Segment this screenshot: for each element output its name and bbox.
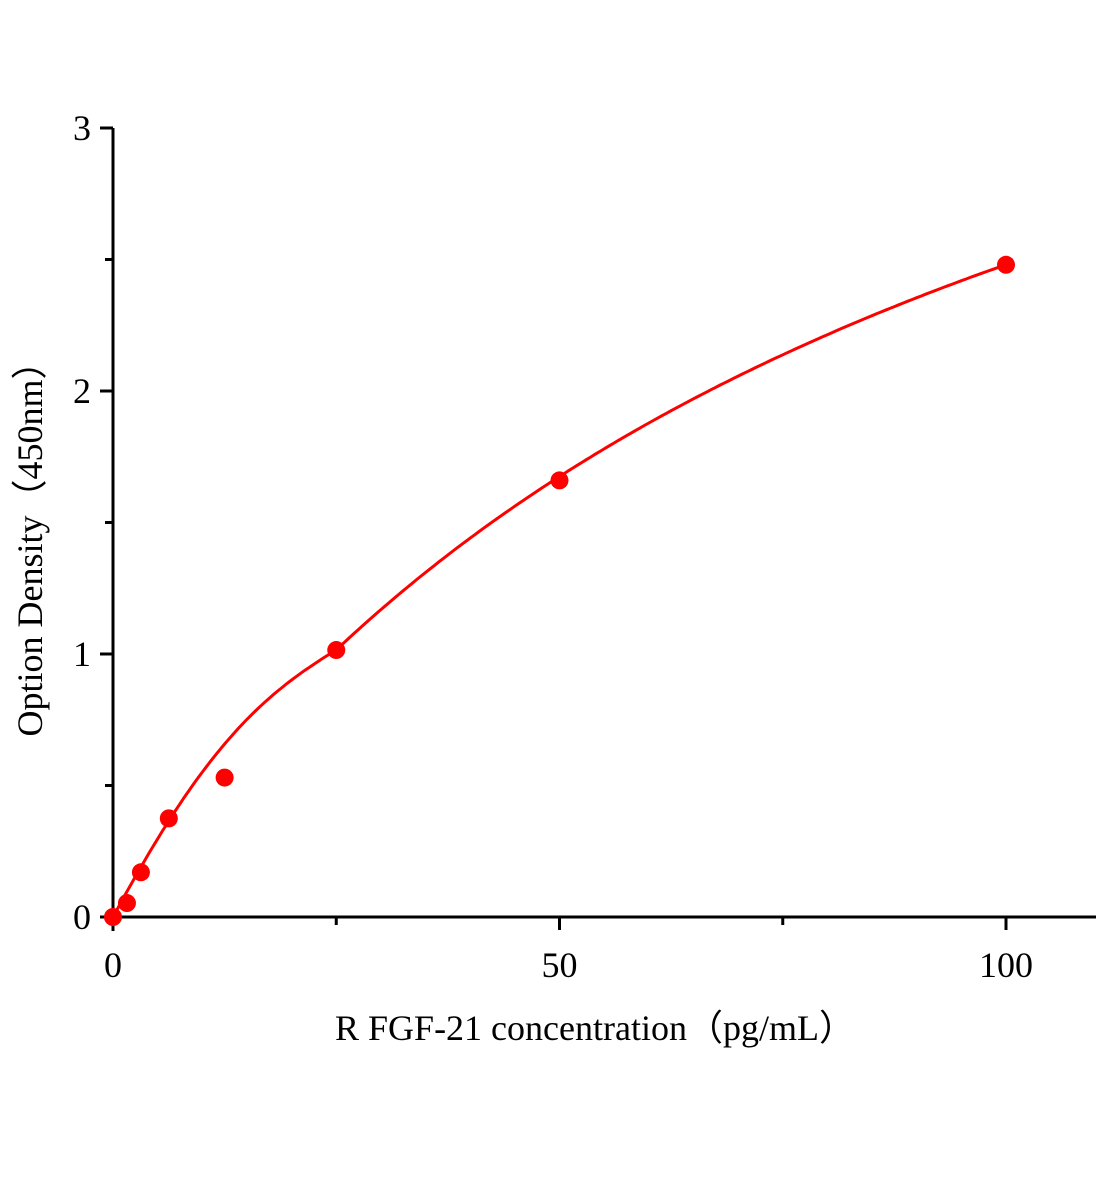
data-points (104, 255, 1015, 926)
x-tick-label: 50 (542, 945, 578, 985)
x-tick-label: 0 (104, 945, 122, 985)
data-point (159, 809, 178, 828)
data-point (997, 255, 1015, 274)
y-tick-label: 3 (73, 108, 91, 148)
y-tick-label: 1 (73, 634, 91, 674)
data-point (117, 894, 136, 913)
data-point (215, 768, 234, 787)
x-tick-label: 100 (979, 945, 1033, 985)
data-point (327, 641, 346, 660)
x-axis-label: R FGF-21 concentration（pg/mL） (335, 1008, 855, 1048)
data-point (131, 863, 150, 882)
y-tick-label: 0 (73, 897, 91, 937)
data-point (550, 471, 569, 490)
data-point (104, 908, 122, 926)
ticks: 0 1 2 3 0 50 100 (73, 108, 1033, 985)
axes (100, 128, 1096, 931)
fit-curve (111, 263, 1007, 918)
y-tick-label: 2 (73, 371, 91, 411)
y-axis-label: Option Density（450nm） (10, 344, 50, 737)
